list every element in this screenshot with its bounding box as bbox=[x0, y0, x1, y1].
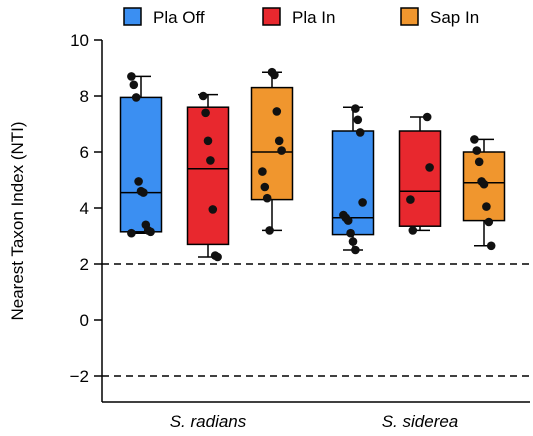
data-point bbox=[348, 237, 358, 246]
data-point bbox=[472, 146, 482, 155]
data-point bbox=[201, 108, 210, 118]
data-point bbox=[129, 80, 139, 90]
legend-label: Pla In bbox=[292, 8, 335, 27]
data-point bbox=[482, 202, 491, 211]
box-pla-in bbox=[398, 112, 442, 235]
data-point bbox=[406, 195, 415, 204]
data-point bbox=[470, 135, 479, 144]
data-point bbox=[131, 93, 141, 102]
data-point bbox=[198, 91, 208, 101]
box-body bbox=[186, 106, 230, 246]
box-body bbox=[398, 130, 442, 227]
data-point bbox=[351, 245, 360, 255]
box-body bbox=[119, 96, 163, 233]
y-tick-label: 10 bbox=[70, 31, 89, 50]
data-point bbox=[351, 104, 360, 113]
data-point bbox=[272, 107, 282, 116]
data-point bbox=[134, 177, 143, 186]
box-pla-off bbox=[331, 104, 375, 255]
x-category-label: S. radians bbox=[170, 412, 247, 431]
legend-label: Sap In bbox=[430, 8, 479, 27]
data-point bbox=[408, 226, 418, 235]
data-point bbox=[260, 182, 270, 192]
y-tick-label: 6 bbox=[80, 143, 89, 162]
y-tick-label: 2 bbox=[80, 255, 89, 274]
data-point bbox=[425, 163, 434, 172]
data-point bbox=[146, 227, 155, 237]
box-pla-off bbox=[119, 72, 163, 238]
plot-area bbox=[119, 67, 506, 262]
data-point bbox=[213, 252, 222, 262]
x-axis: S. radians S. siderea bbox=[102, 401, 530, 431]
legend-label: Pla Off bbox=[153, 8, 205, 27]
data-point bbox=[343, 216, 353, 225]
y-tick-label: 0 bbox=[80, 311, 89, 330]
legend-swatch bbox=[262, 7, 281, 26]
data-point bbox=[258, 167, 267, 176]
box-sap-in bbox=[462, 135, 506, 251]
data-point bbox=[265, 226, 274, 235]
y-tick-label: 4 bbox=[80, 199, 89, 218]
data-point bbox=[486, 241, 496, 251]
legend-swatch bbox=[123, 7, 142, 26]
data-point bbox=[270, 70, 279, 80]
data-point bbox=[479, 179, 489, 189]
data-point bbox=[358, 198, 367, 207]
data-point bbox=[274, 136, 284, 146]
data-point bbox=[203, 136, 213, 146]
box-body bbox=[250, 86, 294, 201]
data-point bbox=[484, 217, 494, 227]
legend: Pla Off Pla In Sap In bbox=[123, 7, 479, 27]
y-axis-title: Nearest Taxon Index (NTI) bbox=[8, 121, 27, 320]
box-body bbox=[331, 130, 375, 236]
box-sap-in bbox=[250, 67, 294, 235]
y-tick-label: 8 bbox=[80, 87, 89, 106]
reference-lines bbox=[102, 263, 530, 377]
data-point bbox=[206, 156, 215, 165]
data-point bbox=[422, 112, 432, 122]
data-point bbox=[139, 188, 148, 197]
data-point bbox=[277, 146, 286, 155]
y-axis: −2 0 2 4 6 8 10 bbox=[70, 31, 103, 402]
data-point bbox=[127, 228, 136, 238]
data-point bbox=[474, 157, 484, 167]
data-point bbox=[127, 72, 136, 81]
data-point bbox=[262, 193, 272, 203]
legend-swatch bbox=[400, 7, 419, 26]
data-point bbox=[353, 115, 363, 125]
y-tick-label: −2 bbox=[70, 367, 89, 386]
data-point bbox=[208, 205, 218, 214]
box-pla-in bbox=[186, 91, 230, 262]
data-point bbox=[346, 228, 355, 238]
data-point bbox=[355, 128, 365, 137]
x-category-label: S. siderea bbox=[382, 412, 459, 431]
